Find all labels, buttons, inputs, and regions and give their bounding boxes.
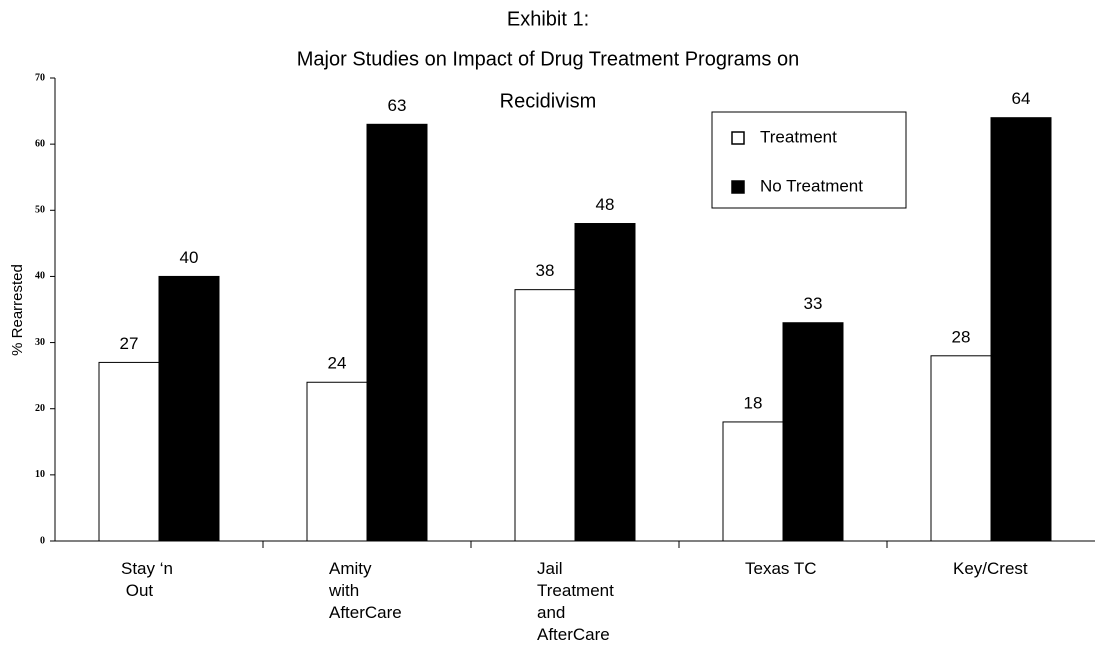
y-tick-label: 70 [35, 72, 45, 83]
data-label: 48 [596, 195, 615, 214]
x-tick-label: Amity with AfterCare [328, 559, 402, 622]
data-label: 18 [744, 393, 763, 412]
y-tick-label: 0 [40, 535, 45, 546]
y-tick-label: 60 [35, 138, 45, 149]
legend-label: No Treatment [760, 176, 863, 195]
y-tick-label: 10 [35, 469, 45, 480]
data-label: 64 [1012, 89, 1031, 108]
bar [930, 355, 992, 542]
data-label: 28 [952, 327, 971, 346]
x-tick-label: Stay ‘n Out [121, 559, 173, 600]
legend-swatch [731, 131, 745, 145]
data-label: 24 [328, 354, 347, 373]
y-tick-label: 30 [35, 337, 45, 348]
x-tick-label: Texas TC [745, 559, 817, 578]
chart-title: Exhibit 1: [507, 8, 589, 30]
y-axis-label: % Rearrested [9, 264, 26, 356]
y-tick-label: 50 [35, 205, 45, 216]
bar [782, 322, 844, 542]
bar [158, 275, 220, 542]
x-tick-label: Jail Treatment and AfterCare [537, 559, 614, 644]
chart-title: Major Studies on Impact of Drug Treatmen… [297, 48, 799, 70]
bar [306, 381, 368, 542]
data-label: 33 [804, 294, 823, 313]
bar [574, 223, 636, 542]
x-tick-label: Key/Crest [953, 559, 1028, 578]
bar [722, 421, 784, 542]
data-label: 40 [180, 248, 199, 267]
bar [514, 289, 576, 542]
y-tick-label: 40 [35, 271, 45, 282]
chart-title: Recidivism [500, 90, 597, 112]
legend-swatch [731, 180, 745, 194]
data-label: 27 [120, 334, 139, 353]
bar [990, 117, 1052, 542]
data-label: 63 [388, 96, 407, 115]
legend-label: Treatment [760, 127, 837, 146]
y-tick-label: 20 [35, 403, 45, 414]
bar [366, 123, 428, 542]
bar [98, 361, 160, 542]
data-label: 38 [536, 261, 555, 280]
